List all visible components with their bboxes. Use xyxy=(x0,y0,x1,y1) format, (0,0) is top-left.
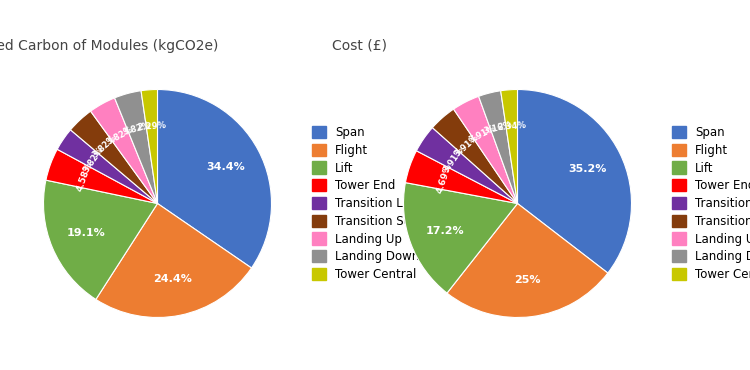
Text: 3.82%: 3.82% xyxy=(82,145,105,174)
Wedge shape xyxy=(404,183,517,293)
Wedge shape xyxy=(141,90,158,204)
Wedge shape xyxy=(91,98,158,204)
Text: 3.91%: 3.91% xyxy=(442,145,466,174)
Wedge shape xyxy=(44,180,158,299)
Wedge shape xyxy=(518,90,632,273)
Text: 3.91%: 3.91% xyxy=(452,132,480,158)
Text: 2.34%: 2.34% xyxy=(497,121,526,132)
Text: 19.1%: 19.1% xyxy=(67,228,105,238)
Text: 2.29%: 2.29% xyxy=(137,121,166,132)
Wedge shape xyxy=(447,204,608,317)
Wedge shape xyxy=(57,130,158,204)
Text: Cost (£): Cost (£) xyxy=(332,39,387,53)
Text: Embodied Carbon of Modules (kgCO2e): Embodied Carbon of Modules (kgCO2e) xyxy=(0,39,218,53)
Wedge shape xyxy=(96,204,251,317)
Wedge shape xyxy=(433,109,517,204)
Wedge shape xyxy=(70,111,158,204)
Text: 34.4%: 34.4% xyxy=(207,162,245,172)
Text: 25%: 25% xyxy=(514,275,540,285)
Legend: Span, Flight, Lift, Tower End, Transition Lift, Transition Stair, Landing Up, La: Span, Flight, Lift, Tower End, Transitio… xyxy=(311,126,424,281)
Text: 24.4%: 24.4% xyxy=(154,275,192,285)
Wedge shape xyxy=(478,91,518,204)
Text: 35.2%: 35.2% xyxy=(568,164,606,174)
Wedge shape xyxy=(454,96,518,204)
Text: 4.69%: 4.69% xyxy=(435,162,454,195)
Text: 3.82%: 3.82% xyxy=(91,134,118,160)
Text: 4.58%: 4.58% xyxy=(75,161,94,193)
Text: 3.82%: 3.82% xyxy=(105,125,135,147)
Wedge shape xyxy=(46,149,158,204)
Wedge shape xyxy=(501,90,518,204)
Wedge shape xyxy=(416,128,518,204)
Text: 3.16%: 3.16% xyxy=(483,120,514,136)
Text: 3.91%: 3.91% xyxy=(467,124,497,145)
Text: 3.82%: 3.82% xyxy=(122,121,152,137)
Wedge shape xyxy=(406,151,517,204)
Legend: Span, Flight, Lift, Tower End, Transition Lift, Transition Stair, Landing Up, La: Span, Flight, Lift, Tower End, Transitio… xyxy=(671,126,750,281)
Text: 17.2%: 17.2% xyxy=(426,226,464,236)
Wedge shape xyxy=(115,91,158,204)
Wedge shape xyxy=(158,90,272,268)
